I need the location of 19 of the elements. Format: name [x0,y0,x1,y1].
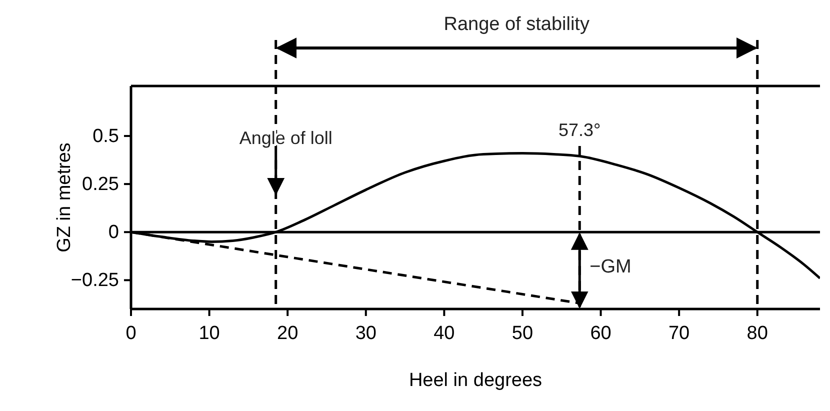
x-tick-label: 0 [126,323,136,344]
x-tick-label: 70 [668,323,690,344]
ref-line-label: 57.3° [558,120,601,140]
x-tick-label: 30 [355,323,376,344]
y-tick-label: 0.5 [92,126,119,147]
x-tick-label: 80 [746,323,768,344]
x-tick-label: 10 [198,323,220,344]
x-axis-title: Heel in degrees [408,370,542,391]
ref-line-label: Angle of loll [239,128,332,148]
x-tick-label: 40 [434,323,455,344]
y-axis-title: GZ in metres [54,142,75,252]
annotation: −GM [590,256,632,278]
x-tick-label: 60 [590,323,612,344]
x-tick-label: 50 [512,323,534,344]
y-tick-label: 0 [108,222,119,244]
text: Range of stability [444,14,590,35]
y-tick-label: 0.25 [82,174,119,196]
y-tick-label: −0.25 [70,270,119,292]
x-tick-label: 20 [277,323,298,344]
